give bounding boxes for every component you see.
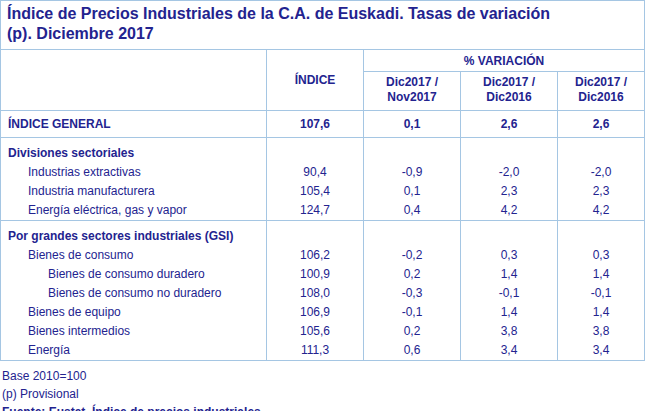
page-title-line2: (p). Diciembre 2017	[7, 25, 154, 42]
row-value: 90,4	[267, 163, 364, 182]
table-row: Por grandes sectores industriales (GSI)	[1, 221, 645, 247]
table-row: Energía111,30,63,43,4	[1, 341, 645, 361]
table-row: Energía eléctrica, gas y vapor124,70,44,…	[1, 201, 645, 221]
row-label: Bienes de equipo	[1, 303, 267, 322]
row-value: 1,4	[461, 303, 558, 322]
row-value: 0,3	[461, 246, 558, 265]
row-value: 124,7	[267, 201, 364, 221]
row-label: Bienes de consumo no duradero	[1, 284, 267, 303]
row-value: 1,4	[558, 303, 645, 322]
row-value: 3,4	[461, 341, 558, 361]
row-value: 105,6	[267, 322, 364, 341]
table-row: Industrias extractivas90,4-0,9-2,0-2,0	[1, 163, 645, 182]
corner-cell	[1, 50, 267, 111]
page-title-line1: Índice de Precios Industriales de la C.A…	[7, 5, 550, 22]
row-value: -2,0	[461, 163, 558, 182]
ipi-table: Índice de Precios Industriales de la C.A…	[0, 0, 645, 361]
footnotes: Base 2010=100 (p) Provisional Fuente: Eu…	[0, 361, 646, 411]
row-value: 1,4	[558, 265, 645, 284]
table-row: Bienes de consumo106,2-0,20,30,3	[1, 246, 645, 265]
row-value: -2,0	[558, 163, 645, 182]
row-value: 106,9	[267, 303, 364, 322]
row-value: 4,2	[558, 201, 645, 221]
footnote-provisional: (p) Provisional	[2, 385, 646, 403]
row-value: 0,2	[364, 265, 461, 284]
row-label: ÍNDICE GENERAL	[1, 111, 267, 138]
row-value	[267, 221, 364, 247]
row-value: -0,3	[364, 284, 461, 303]
row-label: Por grandes sectores industriales (GSI)	[1, 221, 267, 247]
row-value: 0,1	[364, 182, 461, 201]
table-row: Bienes de equipo106,9-0,11,41,4	[1, 303, 645, 322]
row-value: -0,1	[558, 284, 645, 303]
row-label: Energía eléctrica, gas y vapor	[1, 201, 267, 221]
row-value: 0,2	[364, 322, 461, 341]
row-value: 3,4	[558, 341, 645, 361]
row-value: 3,8	[461, 322, 558, 341]
row-value: 0,6	[364, 341, 461, 361]
title-row: Índice de Precios Industriales de la C.A…	[1, 1, 645, 50]
table-row: Bienes intermedios105,60,23,83,8	[1, 322, 645, 341]
row-value: -0,9	[364, 163, 461, 182]
row-value: 3,8	[558, 322, 645, 341]
column-header-period-1: Dic2017 / Nov2017	[364, 72, 461, 111]
row-label: Divisiones sectoriales	[1, 138, 267, 164]
row-label: Industrias extractivas	[1, 163, 267, 182]
column-group-header-variacion: % VARIACIÓN	[364, 50, 645, 72]
row-value: 1,4	[461, 265, 558, 284]
row-value: 107,6	[267, 111, 364, 138]
row-value: 2,6	[558, 111, 645, 138]
row-value: 2,6	[461, 111, 558, 138]
row-value: 105,4	[267, 182, 364, 201]
row-value: -0,2	[364, 246, 461, 265]
row-value: 2,3	[461, 182, 558, 201]
row-value: -0,1	[461, 284, 558, 303]
column-header-period-3: Dic2017 / Dic2016	[558, 72, 645, 111]
row-label: Bienes intermedios	[1, 322, 267, 341]
row-value: 108,0	[267, 284, 364, 303]
row-value: 106,2	[267, 246, 364, 265]
row-value	[558, 221, 645, 247]
table-body: ÍNDICE GENERAL107,60,12,62,6Divisiones s…	[1, 111, 645, 361]
table-row: Bienes de consumo no duradero108,0-0,3-0…	[1, 284, 645, 303]
row-value: 4,2	[461, 201, 558, 221]
row-value: 0,1	[364, 111, 461, 138]
row-value	[267, 138, 364, 164]
row-value: 111,3	[267, 341, 364, 361]
source-line: Fuente: Eustat. Índice de precios indust…	[2, 403, 646, 411]
row-value	[364, 138, 461, 164]
page-title: Índice de Precios Industriales de la C.A…	[1, 1, 645, 50]
column-header-period-2: Dic2017 / Dic2016	[461, 72, 558, 111]
column-header-indice: ÍNDICE	[267, 50, 364, 111]
table-row: Industria manufacturera105,40,12,32,3	[1, 182, 645, 201]
row-value: 100,9	[267, 265, 364, 284]
row-value: 2,3	[558, 182, 645, 201]
row-label: Industria manufacturera	[1, 182, 267, 201]
row-value	[364, 221, 461, 247]
row-value	[461, 221, 558, 247]
table-row: Divisiones sectoriales	[1, 138, 645, 164]
table-row: ÍNDICE GENERAL107,60,12,62,6	[1, 111, 645, 138]
row-value: 0,4	[364, 201, 461, 221]
row-label: Bienes de consumo duradero	[1, 265, 267, 284]
row-label: Energía	[1, 341, 267, 361]
row-value	[461, 138, 558, 164]
row-label: Bienes de consumo	[1, 246, 267, 265]
row-value: 0,3	[558, 246, 645, 265]
table-row: Bienes de consumo duradero100,90,21,41,4	[1, 265, 645, 284]
footnote-base: Base 2010=100	[2, 367, 646, 385]
header-row-group: ÍNDICE % VARIACIÓN	[1, 50, 645, 72]
row-value	[558, 138, 645, 164]
page: Índice de Precios Industriales de la C.A…	[0, 0, 646, 411]
row-value: -0,1	[364, 303, 461, 322]
